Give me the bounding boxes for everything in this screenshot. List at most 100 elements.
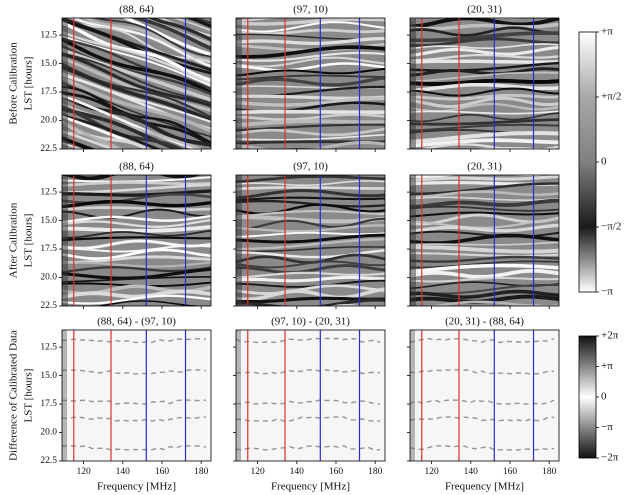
x-tick-label: 120: [76, 467, 91, 477]
texture-stripe: [236, 284, 385, 295]
texture-streak: [410, 399, 555, 405]
image-background: [236, 330, 385, 461]
texture-stripe: [62, 121, 125, 149]
texture-stripe: [410, 190, 559, 199]
y-tick-label: 20.0: [40, 273, 57, 283]
texture-stripe: [236, 133, 385, 141]
panel-frame: [235, 17, 386, 150]
panel-title: (88, 64) - (97, 10): [97, 316, 176, 328]
texture-stripe: [410, 276, 559, 283]
texture-stripe: [62, 261, 211, 268]
panel-title: (20, 31) - (88, 64): [445, 316, 524, 328]
texture-stripe: [62, 130, 123, 149]
texture-stripe: [236, 67, 385, 77]
texture-stripe: [236, 260, 385, 269]
colorbar: [578, 335, 597, 459]
texture-stripe: [236, 275, 385, 283]
edge-noise: [62, 175, 68, 306]
y-tick-label: 22.5: [40, 301, 57, 311]
texture-stripe: [408, 152, 563, 156]
texture-stripe: [410, 53, 559, 62]
y-tick-label: 12.5: [40, 30, 57, 40]
texture-stripe: [408, 155, 563, 160]
texture-stripe: [410, 18, 559, 29]
texture-stripe: [427, 300, 559, 306]
y-tick-label: 15.0: [40, 59, 57, 69]
texture-stripe: [62, 85, 211, 144]
texture-stripe: [140, 18, 211, 42]
colorbar-tick-label: −2π: [601, 452, 619, 464]
texture-stripe: [63, 18, 211, 64]
texture-stripe: [62, 175, 202, 181]
y-tick-label: 17.5: [40, 244, 57, 254]
edge-noise: [236, 175, 242, 306]
texture-stripe: [410, 245, 559, 254]
image-texture: [62, 175, 211, 306]
texture-stripe: [121, 18, 211, 57]
texture-stripe: [236, 215, 385, 224]
x-axis-label: Frequency [MHz]: [271, 481, 350, 493]
colorbar-tick-label: +π: [601, 26, 613, 38]
texture-stripe: [62, 199, 211, 209]
image-texture: [408, 152, 563, 306]
y-tick-label: 20.0: [40, 428, 57, 438]
x-tick-label: 180: [368, 467, 383, 477]
texture-stripe: [236, 189, 385, 200]
colorbar-tick-label: 0: [601, 156, 607, 168]
texture-stripe: [236, 45, 385, 59]
texture-stripe: [236, 36, 385, 46]
texture-stripe: [410, 217, 559, 229]
texture-streak: [62, 399, 207, 405]
texture-stripe: [410, 131, 559, 144]
colorbar-tick-label: −π: [601, 421, 613, 433]
row-label: Difference of Calibrated Data: [8, 330, 20, 461]
texture-stripe: [410, 205, 559, 212]
texture-stripe: [236, 199, 385, 208]
y-tick-label: 12.5: [40, 342, 57, 352]
texture-stripe: [62, 76, 211, 134]
texture-stripe: [236, 186, 385, 191]
texture-stripe: [410, 31, 559, 43]
texture-stripe: [236, 210, 385, 218]
texture-stripe: [410, 175, 549, 179]
panel-title: (88, 64): [119, 161, 154, 173]
texture-stripe: [410, 93, 559, 101]
panel-title: (97, 10) - (20, 31): [271, 316, 350, 328]
panel-title: (97, 10): [293, 4, 328, 16]
texture-stripe: [62, 19, 211, 75]
texture-stripe: [236, 233, 385, 244]
texture-stripe: [62, 52, 211, 105]
colorbar-tick-label: +2π: [601, 330, 619, 342]
texture-stripe: [410, 112, 559, 123]
y-tick-label: 17.5: [40, 399, 57, 409]
texture-stripe: [236, 123, 385, 132]
x-tick-label: 180: [542, 467, 557, 477]
panel-frame: [409, 329, 560, 462]
panel-title: (20, 31): [467, 4, 502, 16]
texture-stripe: [236, 271, 385, 279]
texture-stripe: [410, 263, 559, 274]
panel-frame: [409, 174, 560, 307]
texture-stripe: [236, 96, 385, 107]
panel-frame: [235, 174, 386, 307]
panel-frame: [61, 174, 212, 307]
x-tick-label: 160: [503, 467, 518, 477]
x-axis-label: Frequency [MHz]: [445, 481, 524, 493]
texture-stripe: [410, 233, 559, 245]
texture-stripe: [410, 96, 559, 109]
texture-stripe: [62, 208, 211, 220]
texture-stripe: [236, 287, 385, 302]
colorbar-tick-label: −π: [601, 286, 613, 298]
texture-streak: [62, 416, 207, 422]
texture-stripe: [236, 175, 385, 183]
x-tick-label: 120: [424, 467, 439, 477]
y-axis-label: LST [hours]: [23, 214, 35, 268]
texture-stripe: [410, 118, 559, 126]
texture-stripe: [410, 198, 559, 209]
x-tick-label: 160: [155, 467, 170, 477]
texture-stripe: [410, 241, 559, 246]
texture-stripe: [410, 175, 559, 183]
texture-stripe: [62, 113, 162, 149]
texture-stripe: [236, 18, 385, 26]
texture-stripe: [410, 78, 559, 86]
